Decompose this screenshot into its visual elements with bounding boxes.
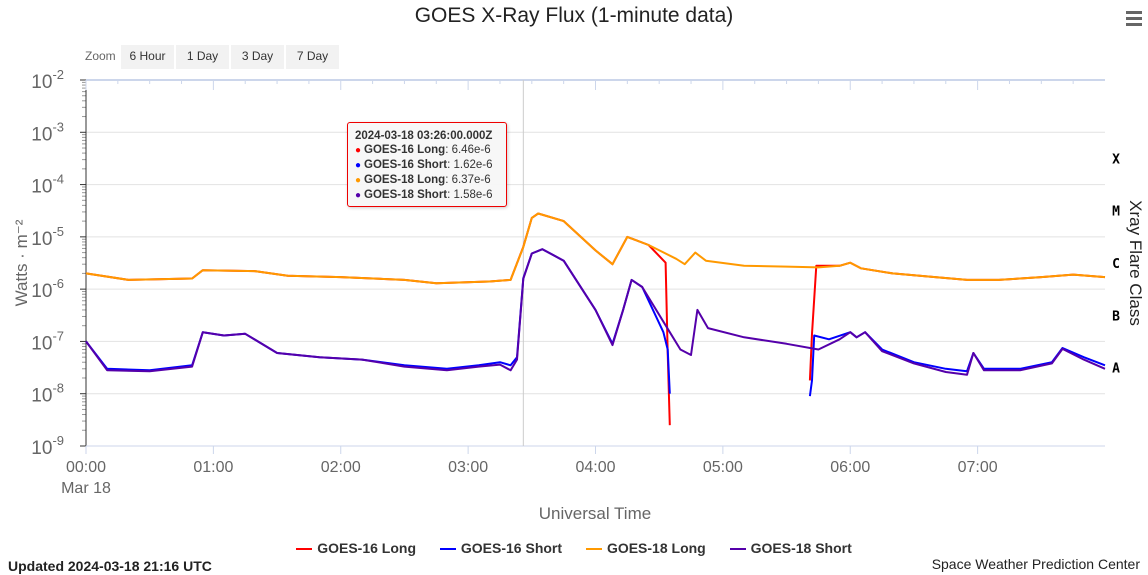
x-tick-label: 07:00: [958, 459, 998, 476]
x-tick-label: 02:00: [321, 459, 361, 476]
series-line-goes-18-long: [85, 212, 1106, 285]
tooltip-row: ● GOES-18 Long: 6.37e-6: [355, 174, 491, 186]
flare-class-label: C: [1112, 257, 1120, 272]
tooltip-value: 6.37e-6: [451, 174, 491, 186]
y-tick-label: 10-7: [31, 328, 64, 354]
updated-timestamp: Updated 2024-03-18 21:16 UTC: [8, 558, 212, 574]
tooltip-value: 1.62e-6: [453, 159, 493, 171]
x-tick-label: 04:00: [575, 459, 615, 476]
zoom-3-day-button[interactable]: 3 Day: [231, 45, 284, 69]
legend-item-goes18-short[interactable]: GOES-18 Short: [729, 540, 852, 556]
y-tick-label: 10-3: [31, 119, 64, 145]
x-tick-label: 05:00: [703, 459, 743, 476]
x-tick-label: 00:00: [66, 459, 106, 476]
flare-class-label: B: [1112, 309, 1120, 324]
zoom-1-day-button[interactable]: 1 Day: [176, 45, 229, 69]
tooltip-series: GOES-18 Long: [364, 174, 446, 186]
hamburger-menu-icon[interactable]: [1126, 8, 1142, 29]
y-axis-title: Watts · m⁻²: [12, 219, 31, 306]
legend: GOES-16 Long GOES-16 Short GOES-18 Long …: [0, 540, 1148, 556]
tooltip-row: ● GOES-18 Short: 1.58e-6: [355, 189, 493, 201]
y-tick-label: 10-4: [31, 172, 64, 198]
x-date-label: Mar 18: [61, 480, 111, 497]
legend-item-goes18-long[interactable]: GOES-18 Long: [585, 540, 706, 556]
y-tick-label: 10-9: [31, 433, 64, 459]
tooltip-time: 2024-03-18 03:26:00.000Z: [355, 130, 493, 142]
zoom-7-day-button[interactable]: 7 Day: [286, 45, 339, 69]
y-tick-label: 10-6: [31, 276, 64, 302]
flare-class-label: X: [1112, 152, 1120, 167]
tooltip-row: ● GOES-16 Long: 6.46e-6: [355, 144, 491, 156]
x-axis-title: Universal Time: [539, 504, 651, 523]
y-tick-label: 10-8: [31, 381, 64, 407]
zoom-6-hour-button[interactable]: 6 Hour: [121, 45, 174, 69]
series-line-goes-18-short: [85, 248, 1106, 376]
y2-axis-title: Xray Flare Class: [1126, 200, 1145, 326]
credit-text: Space Weather Prediction Center: [931, 556, 1140, 572]
x-tick-label: 03:00: [448, 459, 488, 476]
tooltip-series: GOES-16 Short: [364, 159, 448, 171]
x-tick-label: 01:00: [193, 459, 233, 476]
tooltip: 2024-03-18 03:26:00.000Z ● GOES-16 Long: …: [347, 122, 507, 207]
tooltip-value: 1.58e-6: [453, 189, 493, 201]
flare-class-label: A: [1112, 362, 1120, 377]
y-tick-label: 10-5: [31, 224, 64, 250]
chart-title: GOES X-Ray Flux (1-minute data): [414, 4, 734, 27]
tooltip-row: ● GOES-16 Short: 1.62e-6: [355, 159, 493, 171]
tooltip-series: GOES-18 Short: [364, 189, 448, 201]
flare-class-label: M: [1112, 205, 1120, 220]
zoom-label: Zoom: [85, 49, 116, 63]
tooltip-value: 6.46e-6: [451, 144, 491, 156]
legend-item-goes16-short[interactable]: GOES-16 Short: [439, 540, 562, 556]
tooltip-series: GOES-16 Long: [364, 144, 446, 156]
x-tick-label: 06:00: [830, 459, 870, 476]
y-tick-label: 10-2: [31, 67, 64, 93]
legend-item-goes16-long[interactable]: GOES-16 Long: [296, 540, 416, 556]
